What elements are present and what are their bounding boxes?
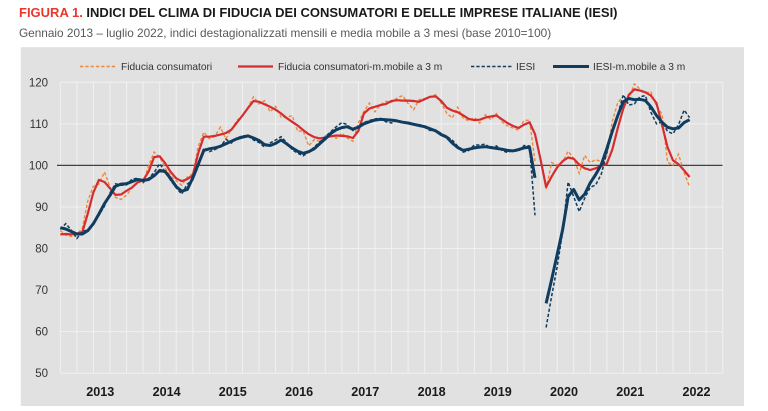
svg-text:2016: 2016 [285, 385, 313, 399]
svg-text:2015: 2015 [219, 385, 247, 399]
svg-text:110: 110 [30, 119, 48, 131]
svg-text:2013: 2013 [86, 385, 114, 399]
svg-text:90: 90 [35, 202, 48, 214]
svg-text:120: 120 [29, 77, 48, 89]
svg-text:Fiducia consumatori-m.mobile a: Fiducia consumatori-m.mobile a 3 m [278, 62, 442, 73]
svg-text:2022: 2022 [682, 385, 710, 399]
svg-text:IESI: IESI [516, 62, 535, 73]
svg-text:Fiducia consumatori: Fiducia consumatori [121, 62, 212, 73]
svg-text:2019: 2019 [484, 385, 512, 399]
svg-text:2021: 2021 [616, 385, 644, 399]
svg-text:IESI-m.mobile a 3 m: IESI-m.mobile a 3 m [593, 62, 685, 73]
svg-text:80: 80 [35, 244, 48, 256]
svg-text:70: 70 [35, 285, 48, 297]
svg-text:60: 60 [35, 327, 48, 339]
svg-text:50: 50 [35, 368, 48, 380]
svg-text:100: 100 [29, 160, 48, 172]
svg-text:2018: 2018 [418, 385, 446, 399]
svg-text:2020: 2020 [550, 385, 578, 399]
svg-text:2017: 2017 [351, 385, 379, 399]
svg-text:2014: 2014 [153, 385, 181, 399]
